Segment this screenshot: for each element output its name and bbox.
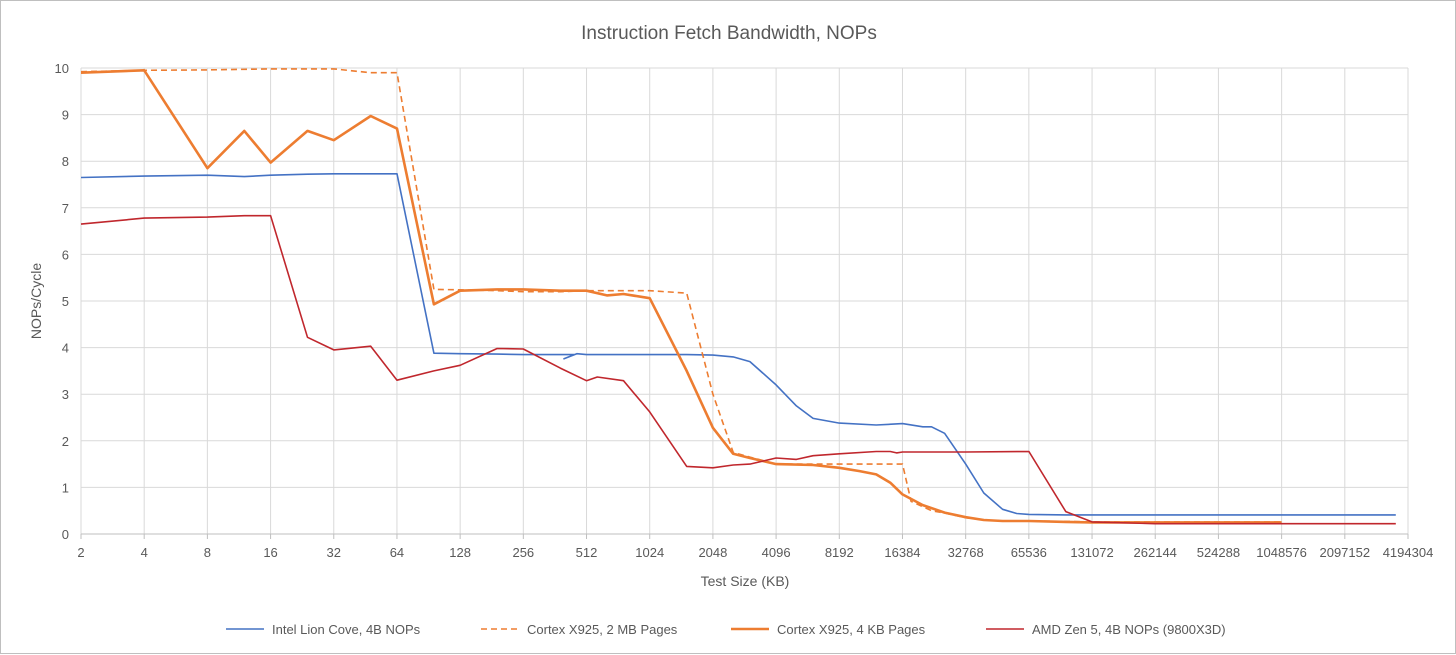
y-tick-label: 2 (62, 434, 69, 449)
chart-title: Instruction Fetch Bandwidth, NOPs (581, 23, 877, 44)
legend-label: Intel Lion Cove, 4B NOPs (272, 622, 421, 637)
y-tick-label: 9 (62, 108, 69, 123)
x-tick-label: 131072 (1070, 545, 1113, 560)
x-tick-label: 4194304 (1383, 545, 1434, 560)
x-tick-label: 8 (204, 545, 211, 560)
series-lines (80, 68, 1396, 525)
y-tick-label: 4 (62, 341, 69, 356)
x-tick-label: 524288 (1197, 545, 1240, 560)
x-axis-label: Test Size (KB) (701, 573, 790, 589)
y-tick-label: 3 (62, 387, 69, 402)
x-tick-label: 16 (263, 545, 277, 560)
x-tick-label: 256 (512, 545, 534, 560)
x-tick-label: 32768 (948, 545, 984, 560)
series-line-1 (80, 173, 1396, 516)
x-tick-label: 128 (449, 545, 471, 560)
vertical-gridlines (80, 68, 1409, 539)
y-axis-label: NOPs/Cycle (28, 263, 44, 339)
x-tick-label: 4 (141, 545, 148, 560)
x-tick-label: 1048576 (1256, 545, 1307, 560)
horizontal-gridlines (81, 67, 1408, 488)
y-tick-labels: 0 1 2 3 4 5 6 7 8 9 10 (55, 61, 69, 542)
legend: Intel Lion Cove, 4B NOPs Cortex X925, 2 M… (226, 622, 1226, 637)
x-tick-label: 262144 (1134, 545, 1177, 560)
x-tick-label: 1024 (635, 545, 664, 560)
x-tick-label: 4096 (762, 545, 791, 560)
series-line-4 (80, 214, 1396, 525)
y-tick-label: 5 (62, 294, 69, 309)
x-tick-label: 16384 (884, 545, 920, 560)
x-tick-label: 2097152 (1319, 545, 1370, 560)
legend-label: Cortex X925, 2 MB Pages (527, 622, 678, 637)
x-tick-labels: 2 4 8 16 32 64 128 256 512 1024 2048 4096 8192 16384 3… (77, 545, 1433, 560)
legend-label: AMD Zen 5, 4B NOPs (9800X3D) (1032, 622, 1226, 637)
y-tick-label: 8 (62, 154, 69, 169)
y-tick-label: 10 (55, 61, 69, 76)
x-tick-label: 64 (390, 545, 404, 560)
x-tick-label: 2 (77, 545, 84, 560)
legend-label: Cortex X925, 4 KB Pages (777, 622, 926, 637)
x-tick-label: 2048 (698, 545, 727, 560)
y-tick-label: 6 (62, 247, 69, 262)
series-line-2 (80, 68, 1282, 523)
x-tick-label: 65536 (1011, 545, 1047, 560)
y-tick-label: 0 (62, 527, 69, 542)
x-tick-label: 512 (576, 545, 598, 560)
series-line-3 (80, 69, 1282, 524)
y-tick-label: 1 (62, 480, 69, 495)
x-tick-label: 32 (327, 545, 341, 560)
y-tick-label: 7 (62, 201, 69, 216)
x-tick-label: 8192 (825, 545, 854, 560)
